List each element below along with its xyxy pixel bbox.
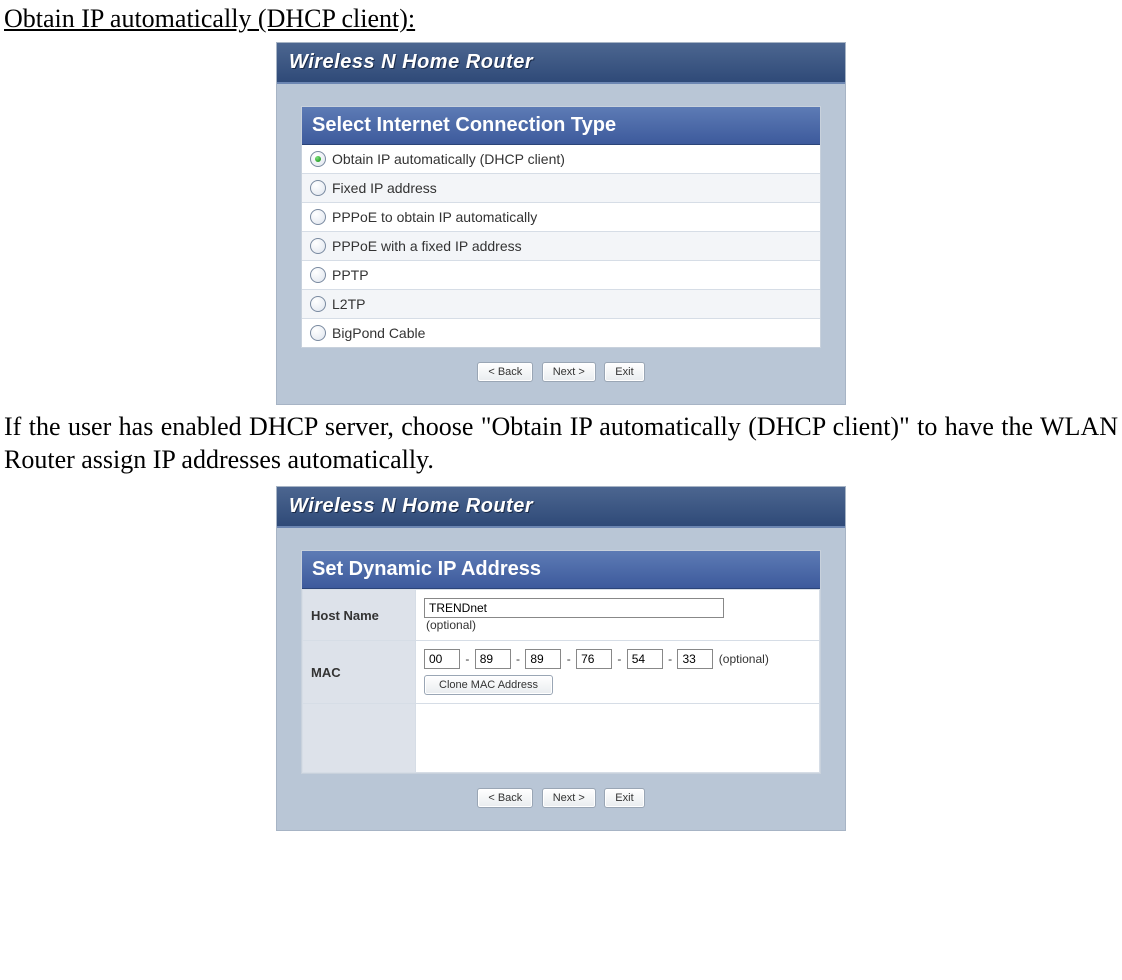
mac-separator: - <box>567 652 571 666</box>
host-name-row: Host Name (optional) <box>303 590 820 641</box>
next-button[interactable]: Next > <box>542 362 596 382</box>
router-body: Set Dynamic IP Address Host Name (option… <box>277 528 845 830</box>
option-label: PPTP <box>332 267 369 283</box>
option-dhcp-client[interactable]: Obtain IP automatically (DHCP client) <box>302 145 820 174</box>
mac-optional-note: (optional) <box>719 652 769 666</box>
option-label: PPPoE to obtain IP automatically <box>332 209 537 225</box>
radio-icon <box>310 238 326 254</box>
router-panel-dynamic-ip: Wireless N Home Router Set Dynamic IP Ad… <box>276 486 846 831</box>
mac-separator: - <box>465 652 469 666</box>
exit-button[interactable]: Exit <box>604 362 644 382</box>
doc-heading: Obtain IP automatically (DHCP client): <box>4 4 1122 34</box>
radio-icon <box>310 180 326 196</box>
router-title: Wireless N Home Router <box>289 51 533 73</box>
router-panel-connection-type: Wireless N Home Router Select Internet C… <box>276 42 846 405</box>
section-header-dynamic-ip: Set Dynamic IP Address <box>302 551 820 589</box>
host-optional-note: (optional) <box>426 618 476 632</box>
option-bigpond[interactable]: BigPond Cable <box>302 319 820 347</box>
radio-selected-dot-icon <box>315 156 321 162</box>
mac-octet-5[interactable] <box>677 649 713 669</box>
dynamic-ip-form: Host Name (optional) MAC - - - <box>302 589 820 773</box>
mac-cell: - - - - - (optional) Clone MAC Address <box>416 641 820 704</box>
option-label: Obtain IP automatically (DHCP client) <box>332 151 565 167</box>
host-name-input[interactable] <box>424 598 724 618</box>
router-title: Wireless N Home Router <box>289 495 533 517</box>
mac-separator: - <box>668 652 672 666</box>
option-label: BigPond Cable <box>332 325 425 341</box>
blank-value-cell <box>416 704 820 773</box>
option-label: PPPoE with a fixed IP address <box>332 238 522 254</box>
mac-row: MAC - - - - - (optional) Cl <box>303 641 820 704</box>
radio-icon <box>310 267 326 283</box>
clone-mac-button[interactable]: Clone MAC Address <box>424 675 553 695</box>
exit-button[interactable]: Exit <box>604 788 644 808</box>
dynamic-ip-card: Set Dynamic IP Address Host Name (option… <box>301 550 821 774</box>
option-pppoe-auto[interactable]: PPPoE to obtain IP automatically <box>302 203 820 232</box>
mac-octet-2[interactable] <box>525 649 561 669</box>
section-header-connection-type: Select Internet Connection Type <box>302 107 820 145</box>
mac-separator: - <box>516 652 520 666</box>
mac-octet-4[interactable] <box>627 649 663 669</box>
router-titlebar: Wireless N Home Router <box>277 487 845 528</box>
connection-type-card: Select Internet Connection Type Obtain I… <box>301 106 821 348</box>
wizard-button-row: < Back Next > Exit <box>301 774 821 812</box>
mac-label: MAC <box>303 641 416 704</box>
radio-icon <box>310 296 326 312</box>
router-titlebar: Wireless N Home Router <box>277 43 845 84</box>
option-fixed-ip[interactable]: Fixed IP address <box>302 174 820 203</box>
mac-separator: - <box>617 652 621 666</box>
option-label: L2TP <box>332 296 365 312</box>
next-button[interactable]: Next > <box>542 788 596 808</box>
router-body: Select Internet Connection Type Obtain I… <box>277 84 845 404</box>
radio-icon <box>310 325 326 341</box>
option-pppoe-fixed[interactable]: PPPoE with a fixed IP address <box>302 232 820 261</box>
doc-paragraph: If the user has enabled DHCP server, cho… <box>4 411 1118 476</box>
mac-octet-1[interactable] <box>475 649 511 669</box>
wizard-button-row: < Back Next > Exit <box>301 348 821 386</box>
back-button[interactable]: < Back <box>477 362 533 382</box>
radio-icon <box>310 209 326 225</box>
host-name-cell: (optional) <box>416 590 820 641</box>
mac-octet-3[interactable] <box>576 649 612 669</box>
blank-label-cell <box>303 704 416 773</box>
connection-options-list: Obtain IP automatically (DHCP client) Fi… <box>302 145 820 347</box>
radio-icon <box>310 151 326 167</box>
option-pptp[interactable]: PPTP <box>302 261 820 290</box>
back-button[interactable]: < Back <box>477 788 533 808</box>
option-l2tp[interactable]: L2TP <box>302 290 820 319</box>
blank-row <box>303 704 820 773</box>
host-name-label: Host Name <box>303 590 416 641</box>
option-label: Fixed IP address <box>332 180 437 196</box>
mac-octet-0[interactable] <box>424 649 460 669</box>
